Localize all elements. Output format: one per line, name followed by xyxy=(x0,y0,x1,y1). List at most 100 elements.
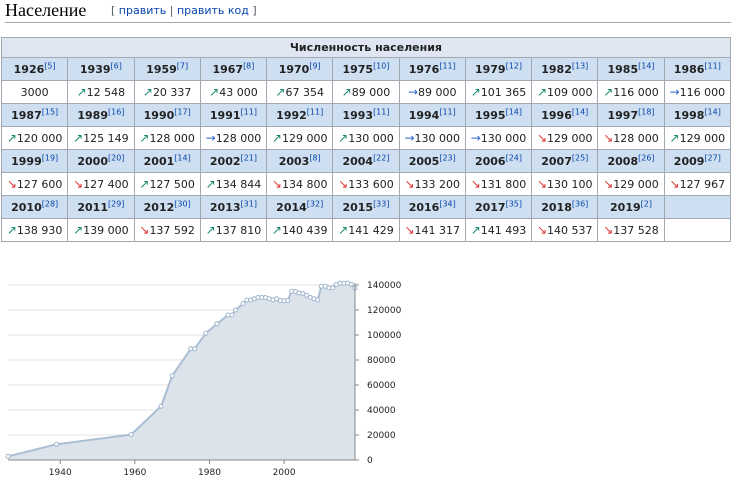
trend-up-icon: ↗ xyxy=(205,177,216,191)
reference-link[interactable]: [10] xyxy=(373,60,390,70)
data-point xyxy=(203,330,209,336)
year-cell: 1976[11] xyxy=(398,57,466,81)
reference-link[interactable]: [11] xyxy=(373,106,390,116)
reference-link[interactable]: [11] xyxy=(240,106,257,116)
year-label: 2007 xyxy=(541,154,572,168)
reference-link[interactable]: [14] xyxy=(505,106,523,116)
trend-down-icon: ↘ xyxy=(603,223,614,237)
reference-link[interactable]: [22] xyxy=(373,152,390,162)
reference-link[interactable]: [30] xyxy=(174,198,191,208)
reference-link[interactable]: [32] xyxy=(306,198,324,208)
x-tick-label: 1940 xyxy=(49,468,72,478)
year-row: 2010[28] 2011[29] 2012[30] 2013[31] 2014[32]… xyxy=(0,195,731,219)
population-value: 140 439 xyxy=(281,224,328,237)
value-cell: ↘133 200 xyxy=(398,172,466,196)
edit-code-link[interactable]: править код xyxy=(176,4,249,17)
reference-link[interactable]: [27] xyxy=(704,152,721,162)
year-cell: 1979[12] xyxy=(464,57,533,81)
year-cell: 2014[32] xyxy=(266,195,334,219)
value-cell: ↗128 000 xyxy=(133,126,201,150)
population-value: 133 600 xyxy=(348,178,394,191)
population-value: 120 000 xyxy=(16,132,63,145)
reference-link[interactable]: [11] xyxy=(439,60,456,70)
reference-link[interactable]: [6] xyxy=(110,60,122,70)
value-cell: ↘127 600 xyxy=(0,172,69,196)
reference-link[interactable]: [5] xyxy=(44,60,56,70)
reference-link[interactable]: [11] xyxy=(439,106,456,116)
trend-down-icon: ↘ xyxy=(404,223,415,237)
year-cell: 1986[11] xyxy=(663,57,731,81)
edit-link[interactable]: править xyxy=(118,4,167,17)
year-cell: 2003[8] xyxy=(266,149,334,173)
reference-link[interactable]: [11] xyxy=(306,106,324,116)
value-cell: →130 000 xyxy=(398,126,466,150)
population-value: 130 100 xyxy=(547,178,593,191)
data-point xyxy=(192,346,198,352)
reference-link[interactable]: [35] xyxy=(505,198,523,208)
reference-link[interactable]: [33] xyxy=(373,198,390,208)
reference-link[interactable]: [24] xyxy=(505,152,523,162)
value-cell: ↘137 592 xyxy=(133,218,201,242)
reference-link[interactable]: [14] xyxy=(638,60,655,70)
reference-link[interactable]: [14] xyxy=(571,106,589,116)
year-cell: 2006[24] xyxy=(464,149,533,173)
value-cell: ↗43 000 xyxy=(199,80,268,104)
reference-link[interactable]: [29] xyxy=(108,198,125,208)
reference-link[interactable]: [12] xyxy=(505,60,523,70)
reference-link[interactable]: [25] xyxy=(571,152,589,162)
year-label: 2001 xyxy=(143,154,175,168)
population-value: 109 000 xyxy=(547,86,593,99)
population-value: 130 000 xyxy=(414,132,461,145)
year-cell: 1995[14] xyxy=(464,103,533,127)
reference-link[interactable]: [18] xyxy=(638,106,655,116)
reference-link[interactable]: [28] xyxy=(41,198,59,208)
year-cell: 2000[20] xyxy=(67,149,135,173)
reference-link[interactable]: [15] xyxy=(41,106,59,116)
trend-down-icon: ↘ xyxy=(338,177,349,191)
population-value: 138 930 xyxy=(16,224,63,237)
reference-link[interactable]: [20] xyxy=(108,152,125,162)
table-caption: Численность населения xyxy=(1,37,731,58)
trend-up-icon: ↗ xyxy=(271,131,282,145)
population-value: 127 400 xyxy=(83,178,129,191)
data-point xyxy=(233,307,239,313)
value-row: ↘127 600 ↘127 400 ↗127 500 ↗134 844 ↘134 800… xyxy=(0,172,731,196)
trend-up-icon: ↗ xyxy=(139,131,150,145)
reference-link[interactable]: [17] xyxy=(174,106,191,116)
reference-link[interactable]: [34] xyxy=(439,198,456,208)
population-value: 127 500 xyxy=(149,178,195,191)
reference-link[interactable]: [21] xyxy=(240,152,257,162)
reference-link[interactable]: [31] xyxy=(240,198,257,208)
trend-up-icon: ↗ xyxy=(669,131,680,145)
reference-link[interactable]: [26] xyxy=(638,152,655,162)
reference-link[interactable]: [23] xyxy=(439,152,456,162)
value-cell: →89 000 xyxy=(398,80,466,104)
value-cell: ↗141 429 xyxy=(332,218,400,242)
reference-link[interactable]: [36] xyxy=(571,198,589,208)
year-cell: 2015[33] xyxy=(332,195,400,219)
y-tick-label: 0 xyxy=(367,456,373,466)
reference-link[interactable]: [16] xyxy=(108,106,125,116)
reference-link[interactable]: [9] xyxy=(309,60,321,70)
reference-link[interactable]: [19] xyxy=(41,152,59,162)
reference-link[interactable]: [14] xyxy=(704,106,721,116)
reference-link[interactable]: [2] xyxy=(640,198,652,208)
value-cell: 3000 xyxy=(0,80,69,104)
year-cell: 2018[36] xyxy=(531,195,599,219)
population-value: 131 800 xyxy=(480,178,527,191)
trend-up-icon: ↗ xyxy=(6,223,17,237)
year-label: 2017 xyxy=(474,200,506,214)
reference-link[interactable]: [14] xyxy=(174,152,191,162)
data-point xyxy=(285,298,291,304)
year-label: 2008 xyxy=(607,154,639,168)
year-row: 1987[15] 1989[16] 1990[17] 1991[11] 1992[11]… xyxy=(0,103,731,127)
reference-link[interactable]: [7] xyxy=(176,60,189,70)
reference-link[interactable]: [11] xyxy=(704,60,721,70)
reference-link[interactable]: [13] xyxy=(571,60,589,70)
reference-link[interactable]: [8] xyxy=(309,152,321,162)
year-label: 2009 xyxy=(673,154,705,168)
reference-link[interactable]: [8] xyxy=(243,60,255,70)
trend-up-icon: ↗ xyxy=(76,85,87,99)
value-cell: ↗140 439 xyxy=(266,218,334,242)
year-cell: 1985[14] xyxy=(597,57,665,81)
